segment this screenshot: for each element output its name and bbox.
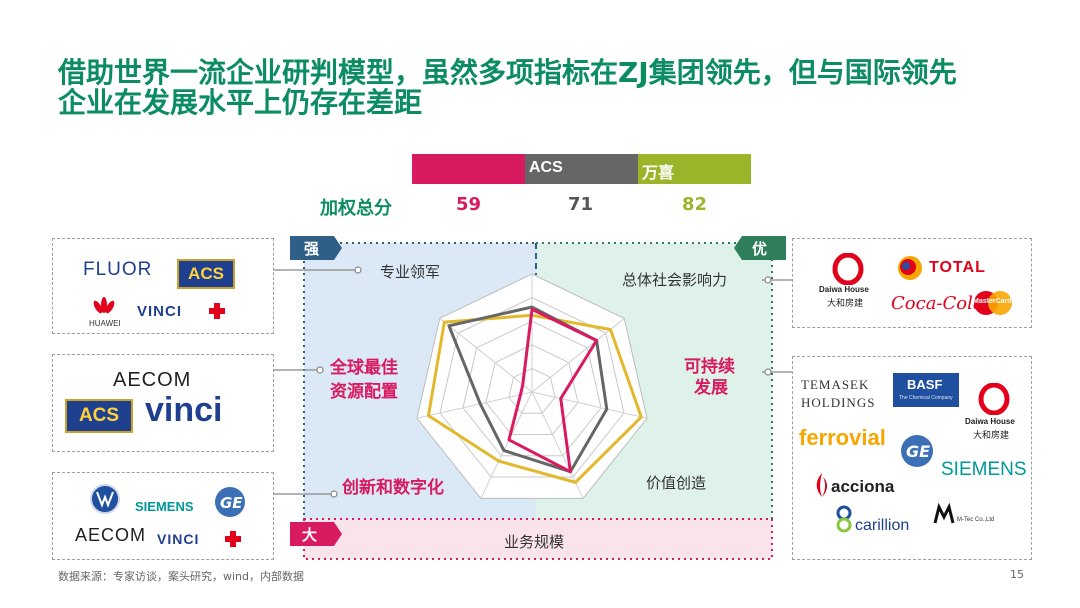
left-box-1: FLUOR ACS HUAWEI VINCI xyxy=(52,238,274,334)
radar-series-line xyxy=(426,313,643,484)
carillion-logo-icon xyxy=(836,505,852,533)
logo-total: TOTAL xyxy=(929,259,986,276)
radar-spoke xyxy=(416,391,533,419)
axis-label-social-influence: 总体社会影响力 xyxy=(622,271,727,289)
logo-fluor: FLUOR xyxy=(83,259,153,280)
tag-strong-shape xyxy=(290,236,342,260)
right-box-1: Daiwa House 大和房建 TOTAL Coca-Cola MasterC… xyxy=(792,238,1032,328)
logo-basf: BASF xyxy=(907,377,943,392)
logo-siemens: SIEMENS xyxy=(941,459,1027,480)
region-strong-border xyxy=(303,242,536,519)
logo-acciona: acciona xyxy=(831,477,895,496)
title-line-2: 企业在发展水平上仍存在差距 xyxy=(58,86,423,119)
radar-series-line xyxy=(507,307,599,474)
logo-mtec: M-Tec Co.,Ltd xyxy=(957,517,995,523)
axis-label-sustainable-2: 发展 xyxy=(693,377,728,398)
logo-daiwa-cn: 大和房建 xyxy=(827,298,864,308)
logo-acs: ACS xyxy=(65,399,133,433)
logo-vinci: VINCI xyxy=(157,531,200,547)
radar-ring xyxy=(485,344,579,436)
tag-strong: 强 xyxy=(304,240,319,258)
weighted-score-label: 加权总分 xyxy=(320,198,392,219)
radar-grid xyxy=(416,273,648,499)
logo-vinci: vinci xyxy=(145,391,223,429)
region-big-bg xyxy=(304,519,772,559)
huawei-logo-icon xyxy=(93,297,115,314)
daiwa-logo-icon xyxy=(978,383,1010,415)
page-title: 借助世界一流企业研判模型，虽然多项指标在ZJ集团领先，但与国际领先 企业在发展水… xyxy=(58,58,1018,118)
logo-carillion: carillion xyxy=(855,517,910,534)
axis-label-global-2: 资源配置 xyxy=(330,381,398,402)
page-number: 15 xyxy=(1010,568,1024,581)
axis-label-business-scale: 业务规模 xyxy=(504,533,564,551)
logo-aecom: AECOM xyxy=(113,369,192,391)
logo-temasek-holdings: HOLDINGS xyxy=(801,395,876,410)
logo-coca-cola: Coca-Cola xyxy=(891,293,984,314)
logo-temasek: TEMASEK xyxy=(801,377,870,392)
tag-big-shape xyxy=(290,522,342,546)
daiwa-logo-icon xyxy=(832,253,864,285)
svg-text:GE: GE xyxy=(906,442,930,461)
score-value-acs: 71 xyxy=(568,194,594,215)
logo-acs-text: ACS xyxy=(188,264,224,283)
logo-vinci: VINCI xyxy=(137,303,183,320)
logo-acs-text: ACS xyxy=(78,405,120,426)
vinci-mark-icon xyxy=(209,303,225,319)
logo-basf-sub: The Chemical Company xyxy=(899,395,953,401)
left-box-3: SIEMENS GE AECOM VINCI xyxy=(52,472,274,560)
score-bar-label: ACS xyxy=(529,159,563,176)
logo-ferrovial: ferrovial xyxy=(799,425,886,450)
right-box-2: TEMASEK HOLDINGS BASF The Chemical Compa… xyxy=(792,356,1032,560)
ge-logo-icon: GE xyxy=(901,435,933,467)
logo-aecom: AECOM xyxy=(75,525,147,545)
ge-logo-icon: GE xyxy=(215,487,245,517)
score-bar-wanxi: 万喜 xyxy=(638,154,751,184)
logo-mastercard: MasterCard xyxy=(973,298,1012,305)
total-logo-icon xyxy=(898,256,922,280)
radar-series xyxy=(426,305,643,484)
logo-acs: ACS xyxy=(177,259,235,289)
axis-label-sustainable-1: 可持续 xyxy=(684,356,735,377)
score-value-zj: 59 xyxy=(456,194,482,215)
score-bar-label: 万喜 xyxy=(642,165,675,182)
logo-huawei: HUAWEI xyxy=(89,319,121,328)
mtec-logo-icon xyxy=(933,503,955,524)
axis-label-professional: 专业领军 xyxy=(380,263,440,281)
vw-logo-icon xyxy=(90,484,120,514)
radar-spoke xyxy=(480,391,533,499)
vinci-mark-icon xyxy=(225,531,241,547)
data-source: 数据来源：专家访谈，案头研究，wind，内部数据 xyxy=(58,570,305,583)
axis-label-value-creation: 价值创造 xyxy=(646,474,706,492)
tag-excellent: 优 xyxy=(752,240,767,258)
acciona-logo-icon xyxy=(816,473,828,497)
logo-siemens: SIEMENS xyxy=(135,499,194,514)
connectors xyxy=(272,266,792,498)
radar-series-line xyxy=(447,305,609,474)
region-big-border xyxy=(303,518,773,560)
tag-excellent-shape xyxy=(734,236,786,260)
radar-ring xyxy=(508,367,556,414)
radar-spoke xyxy=(439,318,533,393)
axis-label-innovation: 创新和数字化 xyxy=(341,477,444,498)
tag-big: 大 xyxy=(302,526,317,544)
title-line-1: 借助世界一流企业研判模型，虽然多项指标在ZJ集团领先，但与国际领先 xyxy=(58,56,957,89)
score-bar-zj xyxy=(412,154,525,184)
score-bars: ACS 万喜 xyxy=(412,154,751,184)
left-box-2: AECOM ACS vinci xyxy=(52,354,274,452)
logo-daiwa-cn: 大和房建 xyxy=(973,430,1010,440)
mastercard-logo-icon xyxy=(974,291,1012,315)
radar-ring xyxy=(439,297,625,478)
logo-daiwa: Daiwa House xyxy=(965,417,1015,426)
weighted-scores: 加权总分 59 71 82 xyxy=(320,194,720,219)
logo-daiwa: Daiwa House xyxy=(819,285,869,294)
basf-logo: BASF The Chemical Company xyxy=(893,373,959,407)
axis-label-global-1: 全球最佳 xyxy=(329,357,398,378)
radar-ring xyxy=(462,320,602,457)
score-value-wanxi: 82 xyxy=(682,194,708,215)
score-bar-acs: ACS xyxy=(525,154,638,184)
radar-spoke xyxy=(531,391,648,419)
svg-text:GE: GE xyxy=(220,494,243,512)
